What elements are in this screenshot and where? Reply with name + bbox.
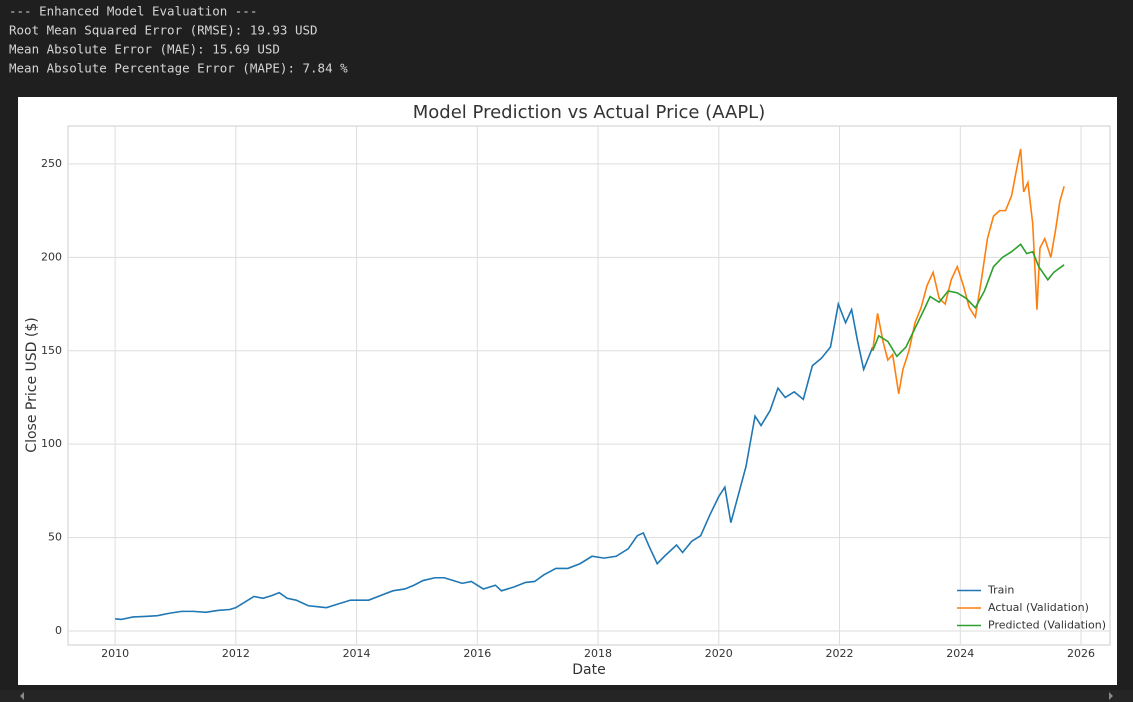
output-line: Mean Absolute Error (MAE): 15.69 USD	[9, 42, 280, 57]
x-tick-label: 2016	[463, 647, 491, 660]
scrollbar[interactable]	[0, 690, 1133, 702]
plot-frame	[67, 125, 1111, 646]
x-tick-label: 2026	[1067, 647, 1095, 660]
y-tick-label: 150	[41, 344, 62, 357]
x-axis-label: Date	[572, 662, 605, 678]
x-tick-label: 2012	[222, 647, 250, 660]
y-tick-label: 0	[55, 624, 62, 637]
output-line: --- Enhanced Model Evaluation ---	[9, 4, 257, 19]
legend-label: Predicted (Validation)	[988, 619, 1106, 632]
legend-label: Train	[987, 584, 1014, 597]
x-tick-label: 2014	[343, 647, 371, 660]
x-tick-label: 2010	[101, 647, 129, 660]
x-tick-label: 2020	[705, 647, 733, 660]
output-line: Mean Absolute Percentage Error (MAPE): 7…	[9, 61, 348, 76]
chart-title: Model Prediction vs Actual Price (AAPL)	[413, 102, 765, 123]
series-line	[871, 148, 1065, 394]
chart-image	[18, 97, 1117, 685]
scroll-left[interactable]	[20, 692, 24, 700]
y-tick-label: 250	[41, 157, 62, 170]
x-tick-label: 2024	[946, 647, 974, 660]
y-tick-label: 100	[41, 437, 62, 450]
output-line: Root Mean Squared Error (RMSE): 19.93 US…	[9, 23, 318, 38]
legend-label: Actual (Validation)	[988, 601, 1089, 614]
y-axis-label: Close Price USD ($)	[24, 317, 40, 452]
series-line	[115, 301, 874, 621]
series-line	[872, 243, 1065, 358]
scroll-right[interactable]	[1109, 692, 1113, 700]
x-tick-label: 2022	[826, 647, 854, 660]
y-tick-label: 200	[41, 250, 62, 263]
x-tick-label: 2018	[584, 647, 612, 660]
y-tick-label: 50	[48, 531, 62, 544]
